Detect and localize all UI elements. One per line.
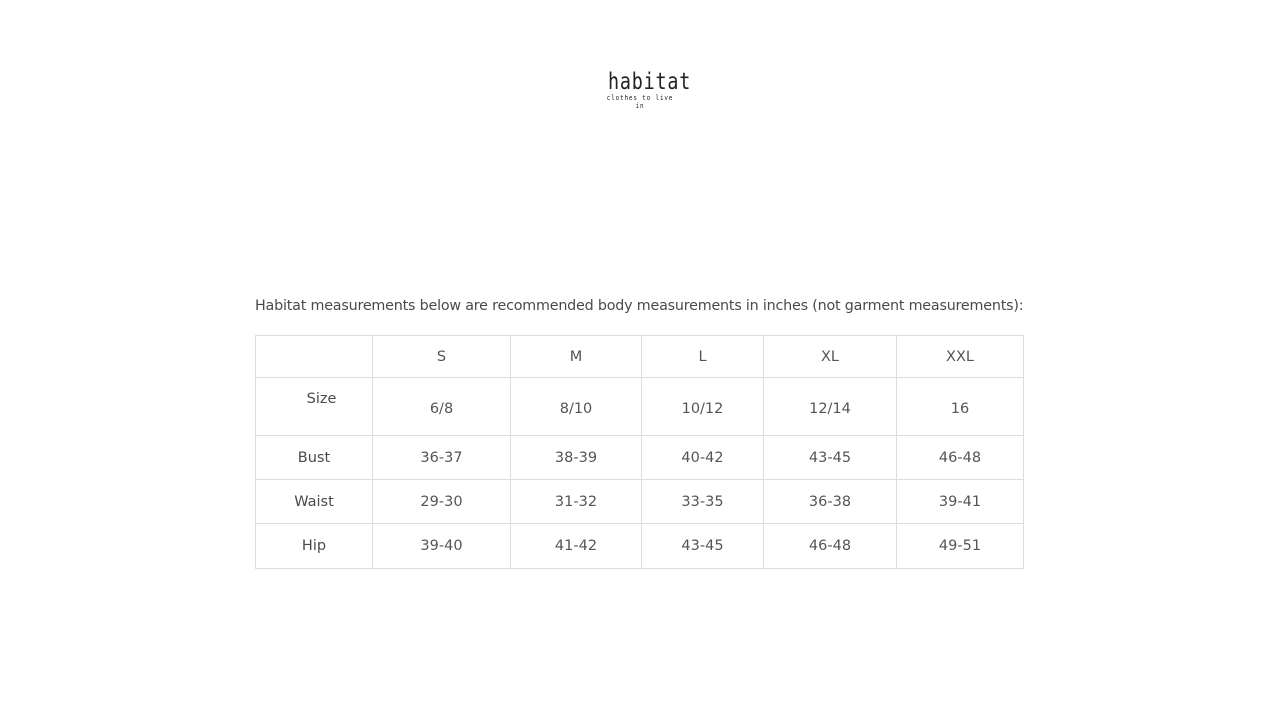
row-label: Hip bbox=[255, 523, 373, 569]
cell: 46-48 bbox=[896, 435, 1024, 480]
size-chart-table: S M L XL XXL Size 6/8 8/10 10/12 12/14 1… bbox=[255, 335, 1024, 569]
header-cell: M bbox=[510, 335, 642, 378]
header-cell: L bbox=[641, 335, 764, 378]
row-label: Size bbox=[255, 377, 373, 436]
logo-tagline: clothes to live in bbox=[606, 94, 674, 110]
row-label: Bust bbox=[255, 435, 373, 480]
logo-name: habitat bbox=[608, 69, 692, 95]
cell: 36-37 bbox=[372, 435, 511, 480]
cell: 10/12 bbox=[641, 377, 764, 436]
cell: 38-39 bbox=[510, 435, 642, 480]
cell: 39-41 bbox=[896, 479, 1024, 524]
table-row: Bust 36-37 38-39 40-42 43-45 46-48 bbox=[255, 435, 1024, 480]
header-cell: XL bbox=[763, 335, 897, 378]
cell: 29-30 bbox=[372, 479, 511, 524]
cell: 12/14 bbox=[763, 377, 897, 436]
header-cell: XXL bbox=[896, 335, 1024, 378]
cell: 8/10 bbox=[510, 377, 642, 436]
header-cell bbox=[255, 335, 373, 378]
cell: 49-51 bbox=[896, 523, 1024, 569]
habitat-logo[interactable]: habitat clothes to live in bbox=[600, 69, 692, 110]
size-chart-intro: Habitat measurements below are recommend… bbox=[255, 298, 1024, 314]
cell: 39-40 bbox=[372, 523, 511, 569]
table-row: Waist 29-30 31-32 33-35 36-38 39-41 bbox=[255, 479, 1024, 524]
cell: 46-48 bbox=[763, 523, 897, 569]
cell: 33-35 bbox=[641, 479, 764, 524]
table-row: Hip 39-40 41-42 43-45 46-48 49-51 bbox=[255, 523, 1024, 569]
cell: 16 bbox=[896, 377, 1024, 436]
cell: 43-45 bbox=[763, 435, 897, 480]
header-row: S M L XL XXL bbox=[255, 335, 1024, 378]
cell: 6/8 bbox=[372, 377, 511, 436]
cell: 43-45 bbox=[641, 523, 764, 569]
cell: 36-38 bbox=[763, 479, 897, 524]
cell: 41-42 bbox=[510, 523, 642, 569]
table-row: Size 6/8 8/10 10/12 12/14 16 bbox=[255, 377, 1024, 436]
row-label: Waist bbox=[255, 479, 373, 524]
cell: 31-32 bbox=[510, 479, 642, 524]
header-cell: S bbox=[372, 335, 511, 378]
cell: 40-42 bbox=[641, 435, 764, 480]
